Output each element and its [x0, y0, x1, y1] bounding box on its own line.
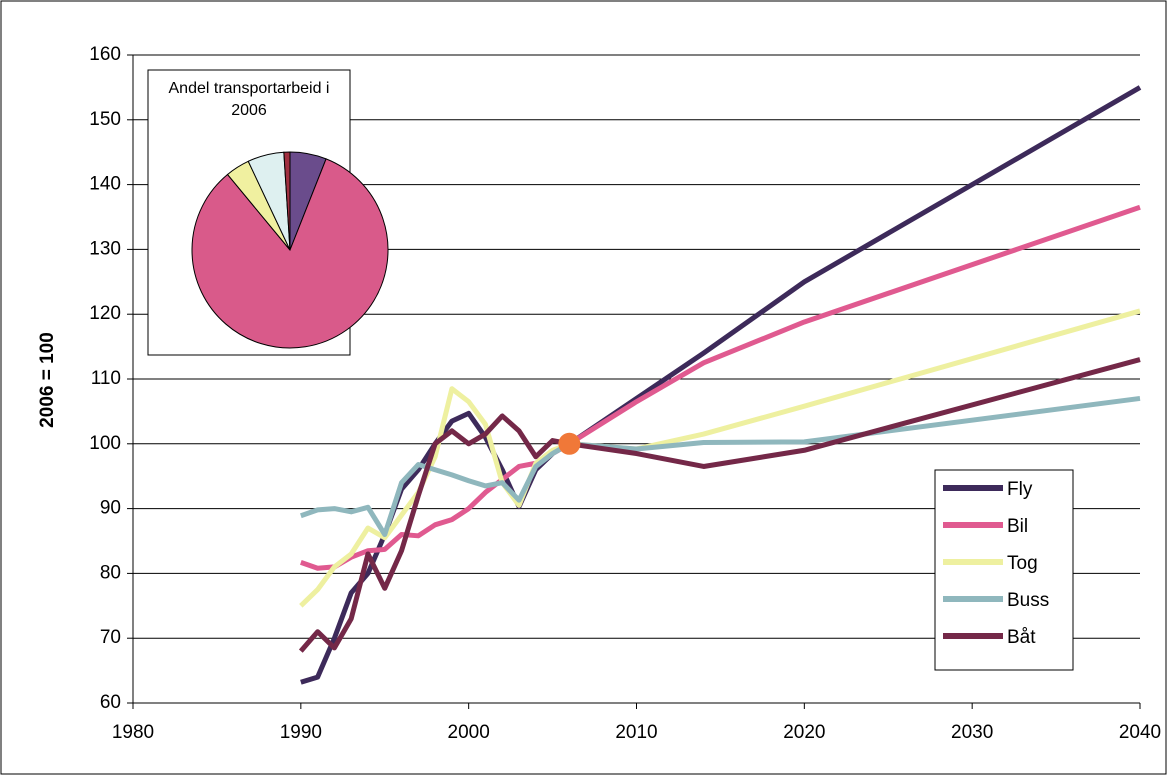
- pie-slice: [283, 151, 291, 251]
- highlight-point: [558, 432, 581, 455]
- y-axis-label: 2006 = 100: [37, 332, 58, 428]
- x-tick-label: 1990: [280, 722, 322, 743]
- x-tick-label: 2030: [951, 722, 993, 743]
- legend-label: Båt: [1007, 627, 1036, 648]
- x-tick-label: 1980: [112, 722, 154, 743]
- y-tick-label: 130: [89, 238, 121, 259]
- y-tick-label: 120: [89, 303, 121, 324]
- legend-label: Bil: [1007, 516, 1028, 537]
- x-tick-label: 2020: [783, 722, 825, 743]
- series-line: [300, 204, 1141, 571]
- legend-label: Buss: [1007, 590, 1049, 611]
- pie-slice: [191, 158, 389, 349]
- y-tick-label: 70: [100, 627, 121, 648]
- y-tick-label: 160: [89, 44, 121, 65]
- pie-title: Andel transportarbeid i 2006: [168, 80, 330, 119]
- legend-box: [934, 469, 1074, 671]
- y-tick-label: 110: [91, 368, 121, 389]
- legend-label: Tog: [1007, 553, 1038, 574]
- y-tick-label: 150: [89, 109, 121, 130]
- y-tick-label: 60: [100, 692, 121, 713]
- series-line: [298, 357, 1141, 653]
- legend-label: Fly: [1007, 479, 1033, 500]
- y-tick-label: 90: [100, 498, 121, 519]
- x-tick-label: 2040: [1119, 722, 1161, 743]
- x-tick-label: 2000: [448, 722, 490, 743]
- y-tick-label: 80: [100, 562, 121, 583]
- x-tick-label: 2010: [615, 722, 657, 743]
- y-tick-label: 140: [89, 174, 121, 195]
- series-line: [300, 395, 1141, 538]
- y-tick-label: 100: [89, 433, 121, 454]
